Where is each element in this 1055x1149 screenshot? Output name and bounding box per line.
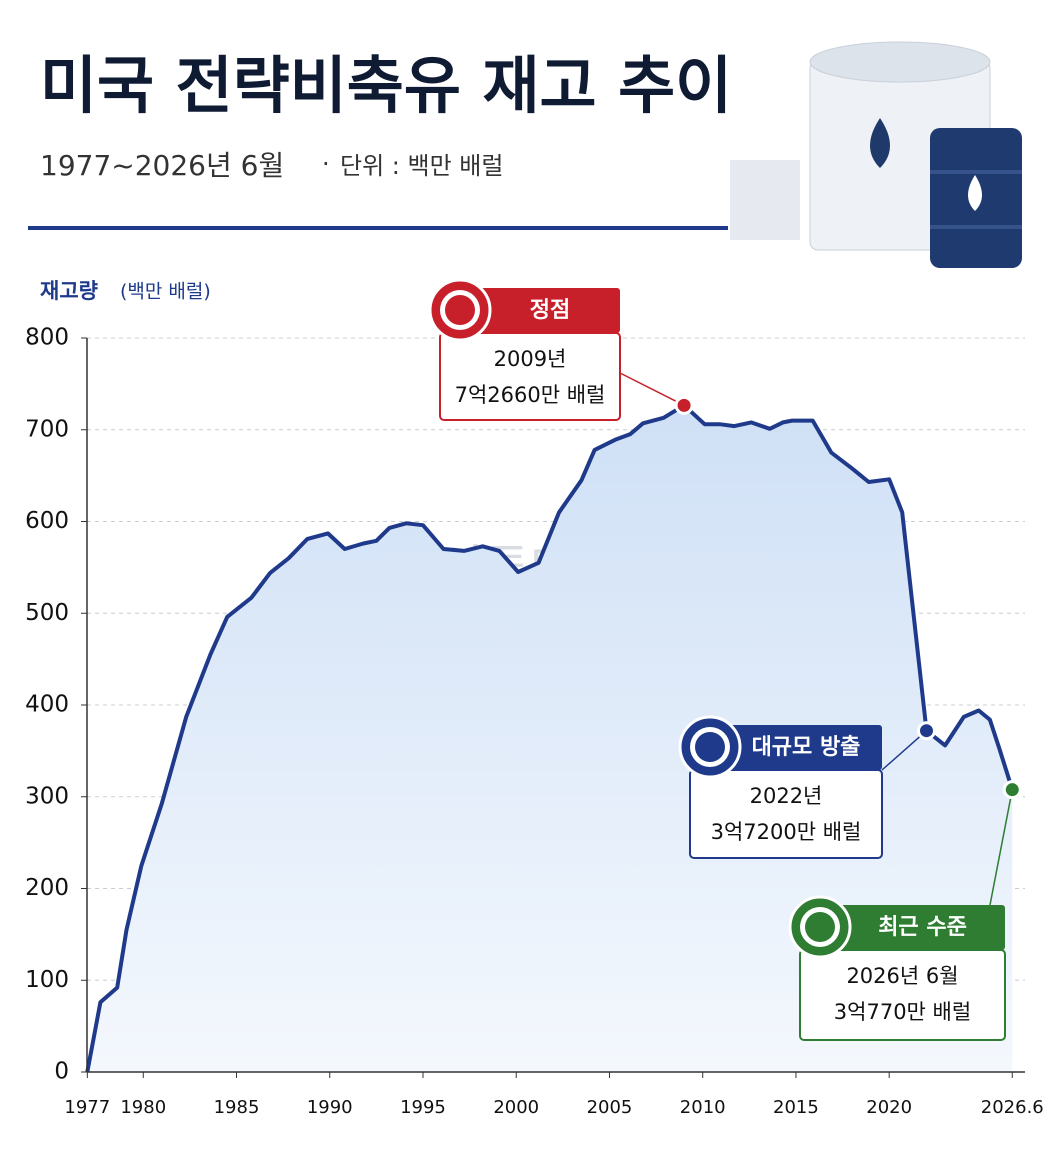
y-tick-label: 200 <box>25 875 69 901</box>
title: 미국 전략비축유 재고 추이 <box>40 49 732 122</box>
y-axis-label: 재고량 <box>40 279 98 303</box>
y-tick-label: 300 <box>25 783 69 809</box>
annotation-line2: 3억7200만 배럴 <box>711 820 862 844</box>
annotation-header <box>800 905 1005 950</box>
annotation-line1: 2009년 <box>494 347 567 371</box>
x-tick-label: 1990 <box>307 1097 353 1118</box>
line <box>85 403 1015 1073</box>
subtitle: 1977~2026년 6월 <box>40 149 284 182</box>
y-tick-label: 0 <box>54 1059 69 1085</box>
annotation-tag: 정점 <box>530 298 570 323</box>
x-tick-label: 2005 <box>587 1097 633 1118</box>
annotation-line2: 7억2660만 배럴 <box>455 383 606 407</box>
y-tick-label: 700 <box>25 416 69 442</box>
separator: · <box>322 150 330 178</box>
x-tick-label: 2015 <box>773 1097 819 1118</box>
badge-core <box>695 732 725 762</box>
y-axis-unit: (백만 배럴) <box>120 281 211 303</box>
point-marker <box>674 395 694 415</box>
x-tick-label: 1995 <box>400 1097 446 1118</box>
annotation-line2: 3억770만 배럴 <box>834 1000 971 1024</box>
annotation-line1: 2022년 <box>750 784 823 808</box>
title-rule <box>28 226 728 230</box>
x-tick-label: 2020 <box>866 1097 912 1118</box>
x-tick-label: 2010 <box>680 1097 726 1118</box>
area <box>87 405 1013 1072</box>
point-marker <box>1002 780 1022 800</box>
x-tick-label: 1977 <box>64 1097 110 1118</box>
x-tick-label: 1985 <box>214 1097 260 1118</box>
leader-line <box>989 789 1014 906</box>
leader-line <box>619 372 685 407</box>
badge-core <box>805 912 835 942</box>
x-tick-label: 2000 <box>493 1097 539 1118</box>
annotation-tag: 최근 수준 <box>878 915 967 940</box>
y-tick-label: 800 <box>25 325 69 351</box>
leader-line <box>881 730 927 771</box>
annotation-line1: 2026년 6월 <box>846 964 958 988</box>
y-tick-label: 500 <box>25 600 69 626</box>
y-tick-label: 100 <box>25 967 69 993</box>
x-tick-label: 1980 <box>120 1097 166 1118</box>
y-tick-label: 400 <box>25 692 69 718</box>
x-tick-label: 2026.6 <box>981 1097 1044 1118</box>
badge-core <box>445 295 475 325</box>
point-marker <box>916 721 936 741</box>
unit-note: 단위 : 백만 배럴 <box>340 152 503 180</box>
y-tick-label: 600 <box>25 508 69 534</box>
annotation-tag: 대규모 방출 <box>752 735 861 760</box>
illustration <box>730 41 1022 268</box>
